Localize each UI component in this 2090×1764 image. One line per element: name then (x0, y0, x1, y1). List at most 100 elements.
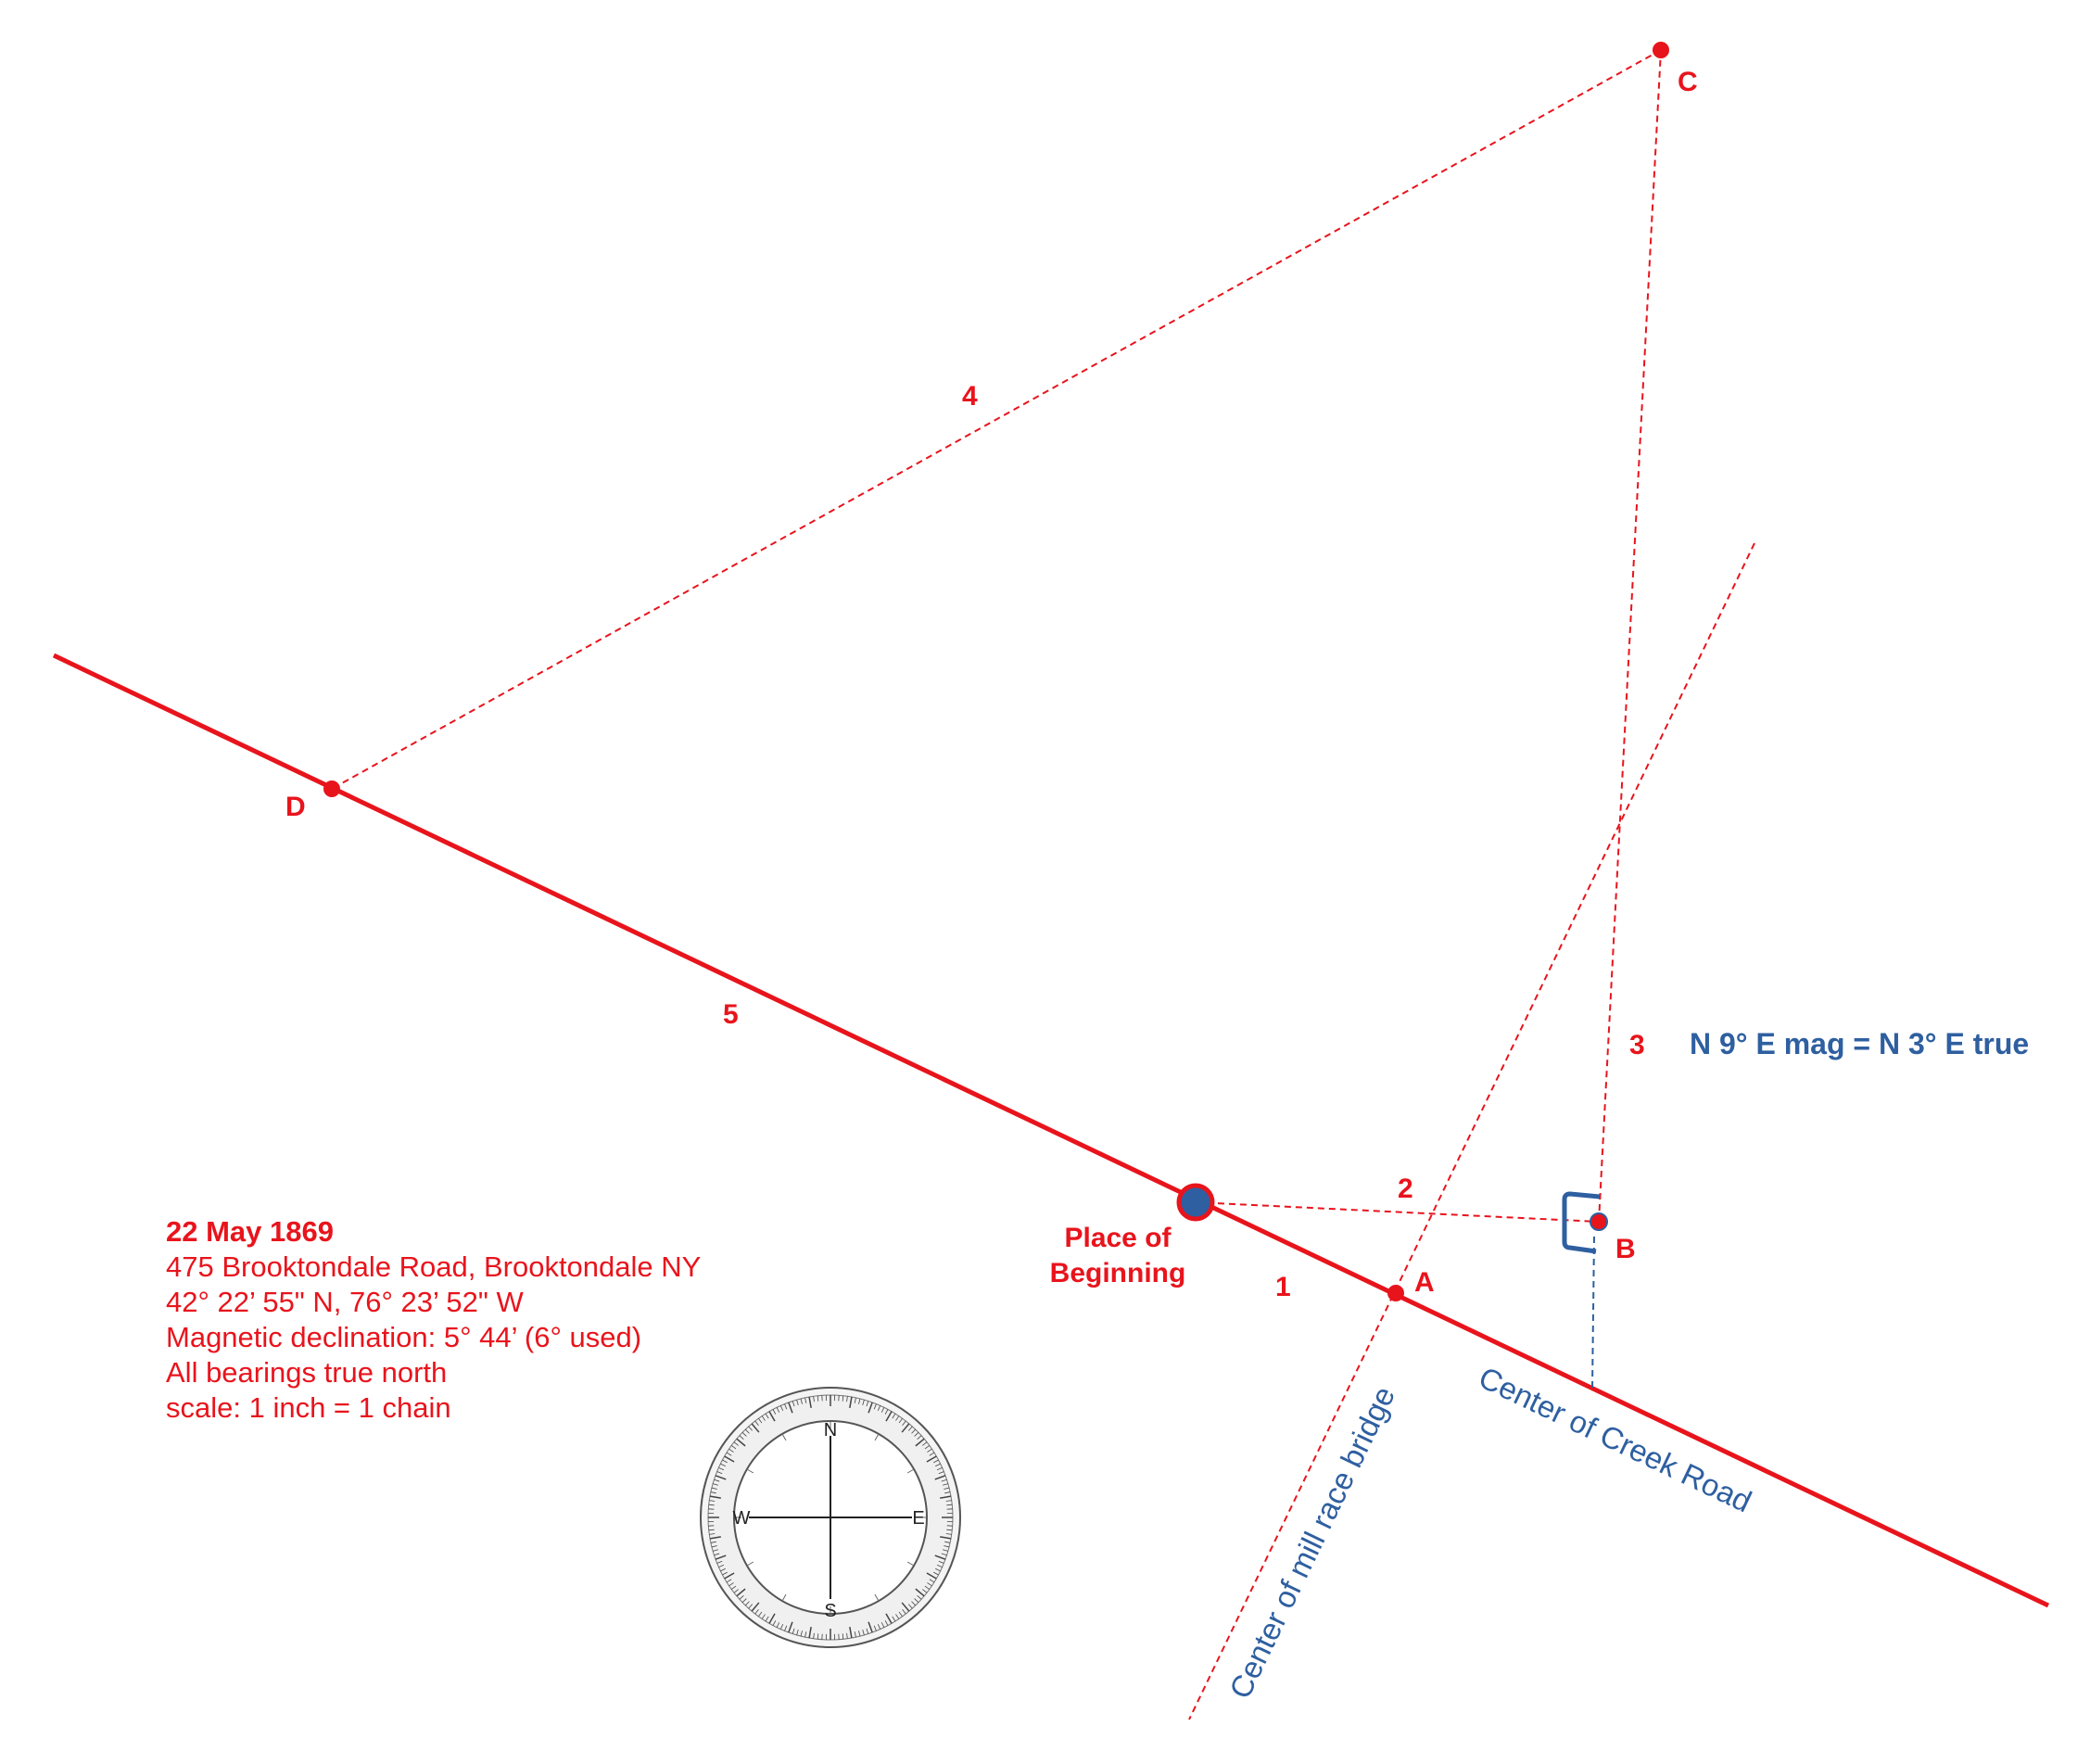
compass-tick (754, 1609, 759, 1615)
compass-east: E (912, 1508, 924, 1529)
segment-3-line (1598, 49, 1662, 1223)
compass-tick (711, 1487, 717, 1490)
compass-tick (720, 1567, 726, 1572)
mill-race-bridge-label: Center of mill race bridge (1222, 1381, 1401, 1704)
compass-tick (813, 1396, 815, 1402)
compass-tick (884, 1620, 889, 1626)
compass-tick (936, 1466, 943, 1471)
compass-tick (713, 1549, 718, 1552)
place-of-beginning-label-2: Beginning (1050, 1258, 1186, 1288)
compass-tick (868, 1621, 873, 1633)
compass-tick (935, 1463, 941, 1467)
compass-tick (817, 1395, 819, 1402)
compass-tick (922, 1589, 928, 1593)
compass-tick (945, 1533, 952, 1535)
compass-tick (929, 1452, 935, 1456)
compass-tick (914, 1598, 919, 1603)
compass-tick (936, 1564, 943, 1568)
compass-tick (934, 1555, 946, 1560)
compass-tick (873, 1625, 877, 1631)
compass-tick (866, 1628, 869, 1634)
info-bearings: All bearings true north (166, 1356, 447, 1389)
info-declination: Magnetic declination: 5° 44’ (6° used) (166, 1321, 641, 1353)
compass-tick (946, 1504, 953, 1506)
compass-tick (933, 1571, 939, 1576)
compass-tick (940, 1495, 952, 1499)
compass-tick (926, 1455, 937, 1463)
compass-tick (842, 1395, 844, 1402)
compass-tick (714, 1478, 720, 1482)
info-coords: 42° 22’ 55" N, 76° 23’ 52" W (166, 1286, 524, 1318)
compass-tick (944, 1491, 951, 1494)
place-of-beginning-label-1: Place of (1064, 1223, 1172, 1253)
compass-tick (745, 1428, 750, 1434)
compass-tick (779, 1405, 784, 1412)
compass-tick (708, 1529, 715, 1531)
compass-tick (933, 1459, 939, 1464)
point-b-label: B (1615, 1234, 1636, 1264)
compass-tick (908, 1604, 913, 1609)
compass-tick (730, 1585, 737, 1590)
info-date: 22 May 1869 (166, 1215, 334, 1248)
compass-tick (736, 1588, 746, 1597)
compass-tick (716, 1560, 723, 1564)
compass-inner-tick (906, 1468, 915, 1474)
compass-tick (858, 1398, 861, 1404)
compass-tick (768, 1411, 776, 1422)
compass-tick (730, 1445, 737, 1450)
compass-tick (941, 1478, 947, 1482)
compass-inner-tick (781, 1593, 787, 1602)
compass-inner-tick (906, 1561, 915, 1567)
compass-tick (946, 1529, 953, 1531)
compass-tick (898, 1611, 903, 1618)
compass-tick (934, 1475, 946, 1480)
compass-tick (715, 1475, 727, 1480)
compass-tick (796, 1630, 799, 1635)
compass-tick (911, 1601, 916, 1606)
compass-tick (924, 1445, 931, 1450)
compass-tick (927, 1448, 932, 1453)
compass-tick (716, 1471, 723, 1475)
compass-tick (800, 1398, 803, 1404)
compass-tick (885, 1613, 893, 1624)
compass-tick (741, 1432, 747, 1437)
compass-tick (724, 1572, 735, 1580)
compass-tick (741, 1598, 747, 1603)
compass-tick (902, 1420, 906, 1426)
mill-race-bridge-line (1188, 542, 1755, 1720)
compass-tick (901, 1423, 910, 1433)
compass-tick (917, 1595, 922, 1600)
compass-tick (804, 1631, 807, 1638)
place-of-beginning-marker (1176, 1183, 1215, 1222)
compass-tick (917, 1435, 922, 1440)
point-a-label: A (1414, 1267, 1435, 1298)
perpendicular-line (1591, 1236, 1595, 1390)
compass-tick (922, 1441, 928, 1446)
compass-tick (748, 1604, 753, 1609)
compass-tick (708, 1504, 715, 1506)
compass-tick (842, 1633, 844, 1640)
compass-tick (788, 1621, 793, 1633)
compass-tick (943, 1483, 948, 1486)
compass-tick (808, 1396, 812, 1408)
compass-tick (709, 1495, 721, 1499)
segment-1-label: 1 (1275, 1272, 1291, 1302)
compass-tick (758, 1611, 763, 1618)
right-angle-bracket (1562, 1191, 1601, 1254)
compass-tick (739, 1435, 744, 1440)
compass-tick (784, 1625, 788, 1631)
compass-tick (924, 1585, 931, 1590)
compass-tick (873, 1403, 877, 1410)
compass-tick (880, 1622, 885, 1628)
compass-tick (926, 1572, 937, 1580)
compass-tick (751, 1602, 760, 1612)
compass-tick (846, 1396, 848, 1402)
compass-tick (768, 1613, 776, 1624)
compass-tick (935, 1567, 941, 1572)
point-c-marker (1653, 42, 1669, 58)
compass-tick (813, 1632, 815, 1639)
compass-tick (892, 1616, 896, 1622)
compass-tick (751, 1423, 760, 1433)
compass-tick (884, 1409, 889, 1415)
